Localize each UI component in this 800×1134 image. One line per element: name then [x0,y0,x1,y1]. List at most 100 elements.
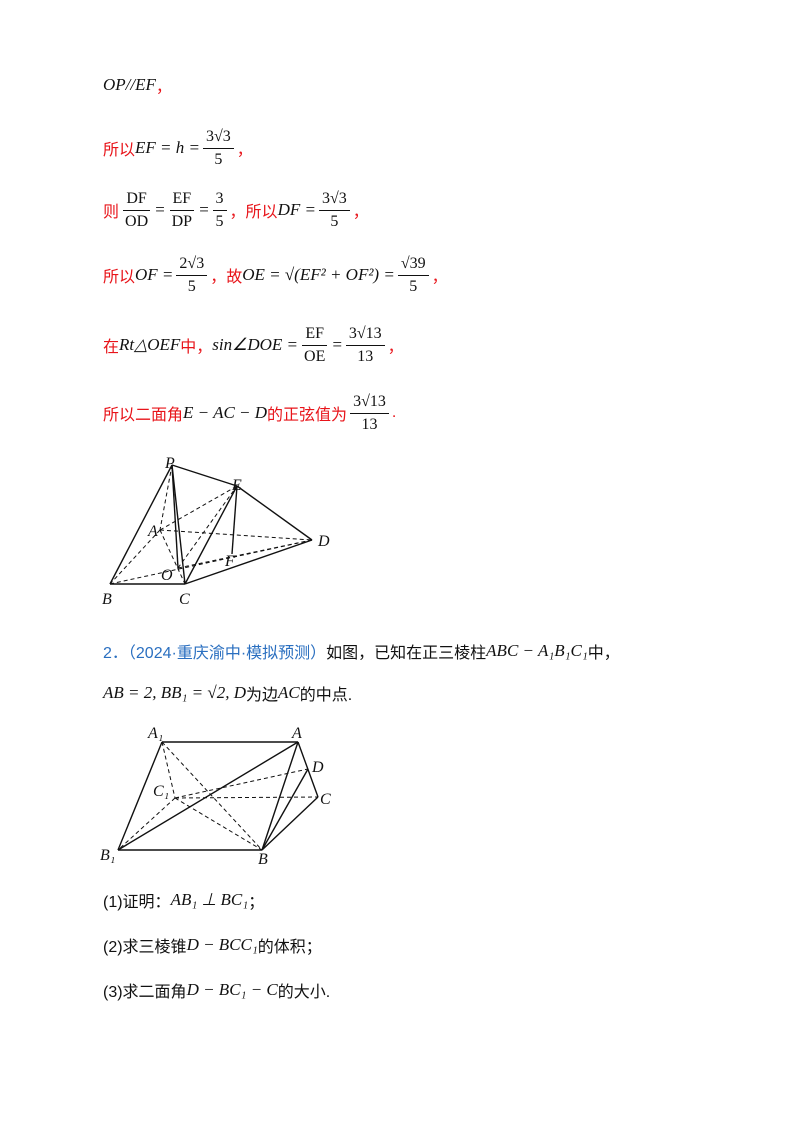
text-line: 在 Rt△OEF 中， sin∠DOE = EF OE = 3√13 13， [103,310,404,380]
numerator: √39 [397,253,429,276]
vertex-label: B [102,591,112,608]
vertex-label: E [231,477,242,494]
text-segment: . [391,404,397,421]
vertex-label: C [179,591,190,608]
text-line: 所以二面角 E − AC − D 的正弦值为 3√13 13. [103,378,396,448]
fraction: √39 5 [397,253,429,298]
fraction: 3√3 5 [202,126,234,171]
text-segment: ， [352,204,369,221]
text-line: OP//EF， [103,50,172,120]
numerator: 2√3 [176,253,208,276]
figure-pyramid: P E A D O F B C [102,455,330,608]
text-line: (3)求二面角 D − BC₁ − C 的大小. [103,955,330,1025]
numerator: 3√13 [345,323,385,346]
text-segment: 的体积； [257,939,322,956]
text-segment: 如图，已知在正三棱柱 [326,645,487,662]
text-segment: Rt△OEF [119,335,181,354]
vertex-label: O [161,567,173,584]
text-segment: (3)求二面角 [103,984,187,1001]
text-segment: 的中点. [299,687,353,704]
text-line: 2．（2024·重庆渝中·模拟预测） 如图，已知在正三棱柱 ABC − A₁B₁C₁… [103,616,620,686]
figure-prism: A₁ A D C₁ C B₁ B [100,725,331,868]
numerator: 3√13 [350,391,389,414]
text-segment: 在 [103,339,120,356]
text-line: AB = 2, BB₁ = √2, D 为边 AC 的中点. [103,658,352,728]
text-segment: ； [248,894,265,911]
text-segment: E − AC − D [183,403,268,422]
text-line: 则 DF OD = EF DP = 3 5 ，所以 DF = 3√3 5， [103,175,369,245]
denominator: OE [304,347,326,365]
vertex-label: P [164,455,175,472]
vertex-label: B [258,851,268,868]
text-segment: = [331,335,343,354]
numerator: 3√3 [318,188,350,211]
numerator: DF [123,188,150,211]
fraction: EF OE [301,323,328,368]
text-segment: D − BC₁ − C [186,980,278,999]
vertex-label: A [291,725,302,742]
vertex-label: F [224,553,235,570]
denominator: DP [171,212,193,230]
text-segment: OP//EF [103,75,156,94]
text-segment: ， [431,269,448,286]
denominator: 13 [361,415,378,433]
text-segment: 为边 [246,687,279,704]
fraction: 3√13 13 [345,323,385,368]
text-segment: AC [278,683,300,702]
vertex-label: B₁ [100,847,115,864]
numerator: 3√3 [202,126,234,149]
fraction: 3√3 5 [318,188,350,233]
text-segment: ABC − A₁B₁C₁ [486,641,588,660]
text-segment: OF = [135,265,174,284]
fraction: EF DP [169,188,195,233]
text-line: 所以 OF = 2√3 5 ，故 OE = √(EF² + OF²) = √39 5， [103,240,448,310]
fraction: DF OD [122,188,151,233]
text-segment: AB₁ ⊥ BC₁ [170,890,249,909]
numerator: 3 [212,188,227,211]
text-segment: DF = [277,200,316,219]
text-segment: 2．（2024·重庆渝中·模拟预测） [103,645,327,662]
fraction: 2√3 5 [176,253,208,298]
text-segment: sin∠DOE = [212,335,299,354]
text-segment: ， [387,339,404,356]
text-segment: 的正弦值为 [267,407,348,424]
text-segment: 所以二面角 [103,407,184,424]
text-segment: ， [236,142,253,159]
text-segment: EF = h = [135,138,200,157]
numerator: EF [169,188,195,211]
numerator: EF [302,323,328,346]
denominator: 5 [214,150,223,168]
text-segment: 则 [103,204,120,221]
vertex-label: C [320,791,331,808]
text-segment: = [154,200,166,219]
denominator: 5 [187,277,196,295]
text-segment: D − BCC₁ [186,935,258,954]
denominator: 5 [330,212,339,230]
text-segment: ， [155,79,172,96]
vertex-label: C₁ [153,783,169,800]
denominator: 5 [409,277,418,295]
text-segment: 所以 [103,142,136,159]
text-segment: (1)证明： [103,894,171,911]
text-line: (2)求三棱锥 D − BCC₁ 的体积； [103,910,322,980]
text-segment: 所以 [103,269,136,286]
vertex-label: A₁ [147,725,163,742]
text-segment: = [198,200,210,219]
text-segment: 中， [180,339,213,356]
vertex-label: D [311,759,324,776]
text-segment: AB = 2, BB₁ = √2, D [103,683,246,702]
denominator: 5 [215,212,224,230]
text-segment: OE = √(EF² + OF²) = [242,265,395,284]
denominator: OD [125,212,149,230]
text-line: (1)证明： AB₁ ⊥ BC₁； [103,865,264,935]
text-segment: ，所以 [229,204,278,221]
text-segment: ，故 [210,269,243,286]
denominator: 13 [357,347,374,365]
text-segment: 中， [587,645,620,662]
text-line: 所以 EF = h = 3√3 5， [103,113,253,183]
vertex-label: A [147,523,158,540]
text-segment: 的大小. [277,984,331,1001]
